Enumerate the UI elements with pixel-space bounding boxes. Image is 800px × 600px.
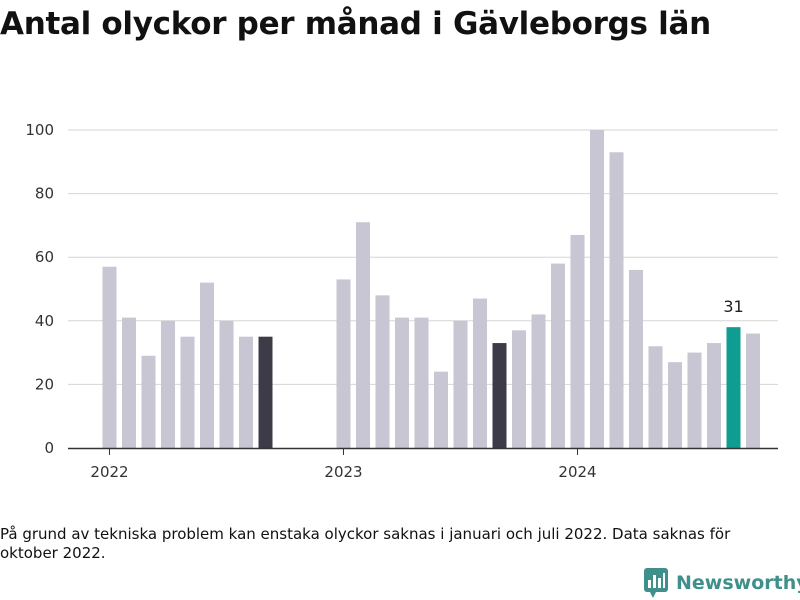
bar-2024-03 bbox=[609, 152, 624, 448]
bar-2022-04 bbox=[161, 320, 175, 448]
bar-2024-02 bbox=[590, 130, 604, 448]
bar-2024-05 bbox=[648, 346, 663, 448]
bar-2022-01 bbox=[102, 266, 117, 448]
bar-2023-07 bbox=[453, 320, 468, 448]
bar-2023-03 bbox=[375, 295, 390, 448]
x-axis: 2022 2023 2024 bbox=[68, 447, 778, 481]
bar-2024-04 bbox=[629, 269, 643, 448]
bar-2023-08 bbox=[473, 298, 487, 448]
bar-2022-05 bbox=[180, 336, 195, 448]
x-tick-label: 2023 bbox=[324, 463, 362, 481]
bar-2022-03 bbox=[141, 355, 156, 448]
bar-2022-06 bbox=[200, 282, 214, 448]
y-tick-label: 20 bbox=[35, 375, 54, 393]
y-tick-label: 60 bbox=[35, 248, 54, 266]
bar-2024-07 bbox=[687, 352, 702, 448]
y-tick-label: 100 bbox=[25, 121, 54, 139]
footnote: På grund av tekniska problem kan enstaka… bbox=[0, 525, 731, 562]
bar-2022-07 bbox=[219, 320, 234, 448]
bar-2022-08 bbox=[239, 336, 253, 448]
bar-2023-02 bbox=[356, 222, 370, 448]
bar-chart-icon bbox=[644, 568, 668, 598]
y-tick-label: 0 bbox=[44, 439, 54, 457]
bar-2024-08 bbox=[707, 343, 721, 448]
bar-2022-02 bbox=[122, 317, 136, 448]
y-axis-labels: 0 20 40 60 80 100 bbox=[25, 121, 54, 457]
bar-2023-04 bbox=[395, 317, 409, 448]
bar-2023-12 bbox=[551, 263, 565, 448]
x-tick-label: 2022 bbox=[90, 463, 128, 481]
annotations: 31 bbox=[723, 297, 743, 316]
bar-2023-09 bbox=[492, 343, 507, 448]
bar-2024-10 bbox=[746, 333, 760, 448]
bars bbox=[102, 130, 760, 448]
bar-2023-01 bbox=[336, 279, 351, 448]
x-tick-label: 2024 bbox=[558, 463, 596, 481]
brand-name: Newsworthy bbox=[676, 572, 800, 594]
bar-2024-06 bbox=[668, 362, 682, 448]
bar-chart: 0 20 40 60 80 100 2022 2023 2024 31 bbox=[25, 121, 778, 481]
y-tick-label: 80 bbox=[35, 185, 54, 203]
data-label-2024-09: 31 bbox=[723, 297, 743, 316]
bar-2024-09 bbox=[726, 327, 741, 448]
bar-2022-09 bbox=[258, 336, 273, 448]
bar-2023-11 bbox=[531, 314, 546, 448]
bar-2023-10 bbox=[512, 330, 526, 448]
y-tick-label: 40 bbox=[35, 312, 54, 330]
chart-title: Antal olyckor per månad i Gävleborgs län bbox=[0, 6, 711, 42]
brand-logo: Newsworthy bbox=[644, 568, 800, 598]
bar-2023-06 bbox=[434, 371, 448, 448]
bar-2023-05 bbox=[414, 317, 429, 448]
bar-2024-01 bbox=[570, 234, 585, 448]
